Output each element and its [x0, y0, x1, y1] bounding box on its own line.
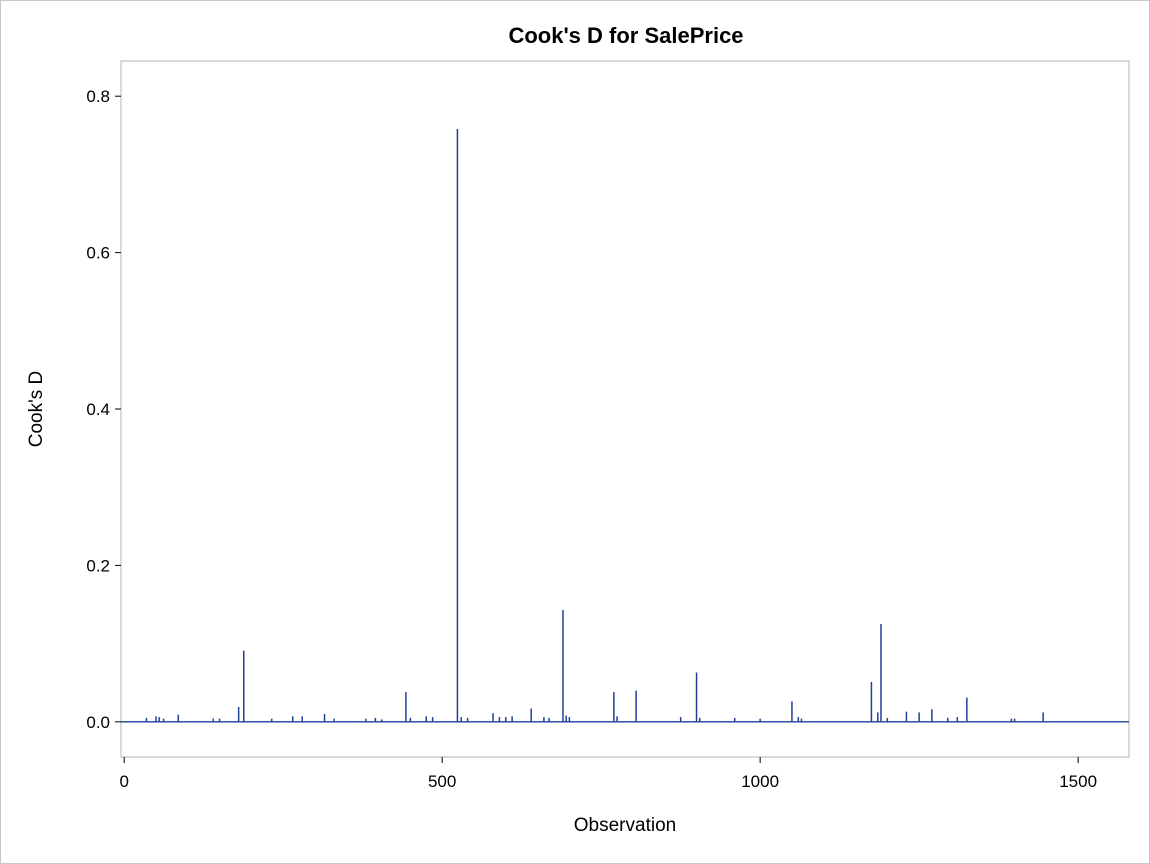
x-tick-label: 1500: [1059, 772, 1097, 791]
y-tick-label: 0.2: [86, 556, 110, 575]
chart-title: Cook's D for SalePrice: [508, 23, 743, 48]
plot-area: [120, 60, 1130, 758]
x-axis-label: Observation: [574, 815, 676, 836]
x-axis: 0 500 1000 1500: [119, 757, 1097, 791]
y-tick-label: 0.4: [86, 400, 110, 419]
x-tick-label: 500: [428, 772, 456, 791]
y-tick-label: 0.8: [86, 87, 110, 106]
x-tick-label: 0: [119, 772, 128, 791]
y-tick-label: 0.6: [86, 244, 110, 263]
needle-series: [145, 129, 1044, 722]
x-tick-label: 1000: [741, 772, 779, 791]
y-axis-label: Cook's D: [26, 371, 47, 447]
y-axis: 0.0 0.2 0.4 0.6 0.8: [86, 87, 121, 732]
y-tick-label: 0.0: [86, 713, 110, 732]
